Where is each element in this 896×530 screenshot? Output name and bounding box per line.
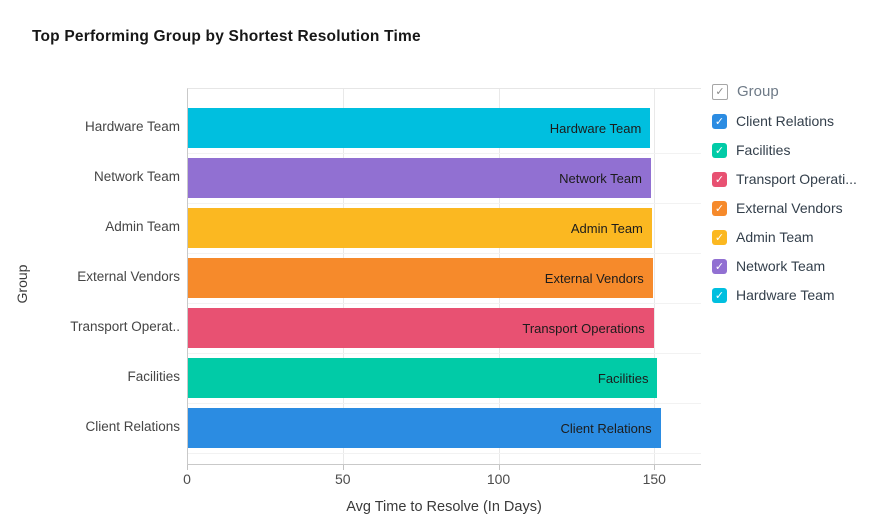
bar[interactable]: External Vendors	[188, 258, 653, 298]
legend-item[interactable]: ✓ Client Relations	[712, 113, 857, 129]
bar-value-label: Admin Team	[570, 220, 643, 236]
legend-header-label: Group	[737, 83, 779, 100]
y-axis-category-label: Network Team	[93, 169, 180, 184]
legend-header-checkbox-icon[interactable]: ✓	[712, 83, 728, 100]
legend-item[interactable]: ✓ Facilities	[712, 142, 857, 158]
legend-item-label: Facilities	[736, 142, 791, 158]
plot-area: Hardware Team Network Team Admin Team Exter…	[187, 88, 701, 465]
y-axis-category-label: Facilities	[127, 369, 180, 384]
y-axis-category-label: Client Relations	[85, 419, 180, 434]
legend-checkbox-icon[interactable]: ✓	[712, 258, 727, 274]
y-axis-category-label: External Vendors	[77, 269, 180, 284]
legend-item[interactable]: ✓ Admin Team	[712, 229, 857, 245]
legend-item-label: External Vendors	[736, 200, 843, 216]
bar-value-label: Client Relations	[560, 420, 652, 436]
row-separator	[188, 303, 701, 304]
legend-item[interactable]: ✓ Network Team	[712, 258, 857, 274]
bar-value-label: External Vendors	[544, 270, 644, 286]
x-tick-mark	[498, 465, 500, 470]
row-separator	[188, 203, 701, 204]
legend-checkbox-icon[interactable]: ✓	[712, 200, 727, 216]
x-tick-mark	[187, 465, 188, 470]
x-tick-label: 50	[334, 471, 351, 487]
x-tick-mark	[654, 465, 656, 470]
row-separator	[188, 403, 701, 404]
legend-item-label: Network Team	[736, 258, 826, 274]
legend-checkbox-icon[interactable]: ✓	[712, 142, 727, 158]
bar-value-label: Facilities	[597, 370, 649, 386]
bar[interactable]: Hardware Team	[188, 108, 651, 148]
legend-checkbox-icon[interactable]: ✓	[712, 171, 727, 187]
bar-value-label: Transport Operations	[522, 320, 645, 336]
y-axis-category-label: Transport Operat..	[70, 319, 180, 334]
legend-item[interactable]: ✓ External Vendors	[712, 200, 857, 216]
bar-value-label: Hardware Team	[549, 120, 642, 136]
bar[interactable]: Network Team	[188, 158, 651, 198]
legend-checkbox-icon[interactable]: ✓	[712, 229, 727, 245]
legend-item-label: Hardware Team	[736, 287, 835, 303]
row-separator	[188, 353, 701, 354]
row-separator	[188, 153, 701, 154]
legend-checkbox-icon[interactable]: ✓	[712, 113, 727, 129]
x-tick-label: 150	[642, 471, 666, 487]
x-tick-label: 100	[486, 471, 511, 487]
x-tick-label: 0	[183, 471, 191, 487]
y-axis-labels: Hardware Team Network Team Admin Team Exter…	[56, 88, 180, 465]
legend-item[interactable]: ✓ Transport Operati...	[712, 171, 857, 187]
gridline	[654, 89, 656, 464]
row-separator	[188, 453, 701, 454]
legend: ✓ Group ✓ Client Relations ✓ Facilities ✓ Tra…	[712, 83, 857, 303]
bar[interactable]: Client Relations	[188, 408, 661, 448]
x-axis-title: Avg Time to Resolve (In Days)	[346, 499, 542, 515]
chart-title: Top Performing Group by Shortest Resolut…	[32, 28, 421, 45]
bar[interactable]: Admin Team	[188, 208, 652, 248]
bar[interactable]: Transport Operations	[188, 308, 654, 348]
y-axis-category-label: Admin Team	[105, 219, 180, 234]
legend-item-label: Transport Operati...	[736, 171, 857, 187]
bar[interactable]: Facilities	[188, 358, 658, 398]
legend-checkbox-icon[interactable]: ✓	[712, 287, 727, 303]
y-axis-title: Group	[14, 264, 30, 304]
legend-item-label: Admin Team	[736, 229, 814, 245]
bar-value-label: Network Team	[559, 170, 642, 186]
x-tick-mark	[342, 465, 344, 470]
y-axis-category-label: Hardware Team	[84, 119, 180, 134]
legend-item[interactable]: ✓ Hardware Team	[712, 287, 857, 303]
legend-item-label: Client Relations	[736, 113, 835, 129]
legend-header[interactable]: ✓ Group	[712, 83, 857, 100]
row-separator	[188, 253, 701, 254]
